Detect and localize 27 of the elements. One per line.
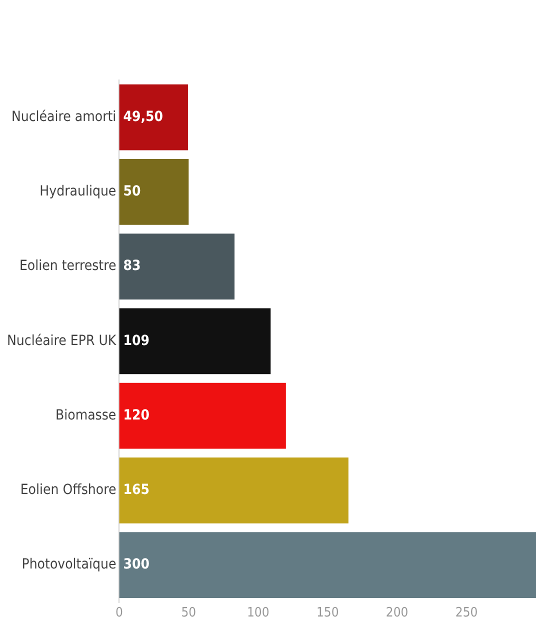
y-tick-label: Nucléaire amorti [11,108,116,125]
x-tick-label: 100 [246,606,270,621]
y-tick-label: Hydraulique [40,184,116,200]
x-tick-label: 50 [181,606,196,621]
data-label: 120 [123,407,150,424]
bar [119,84,188,150]
bar [119,382,286,449]
bar [119,458,348,524]
x-tick-label: 200 [386,606,408,621]
bar [119,234,235,300]
data-label: 109 [123,332,150,349]
y-tick-label: Eolien Offshore [20,482,116,498]
bar [119,308,271,374]
bar [119,159,189,225]
data-label: 49,50 [123,108,164,125]
data-label: 165 [123,482,150,498]
x-tick-label: 250 [455,606,478,621]
x-tick-label: 150 [316,606,339,621]
x-tick-label: 0 [115,606,123,621]
y-tick-label: Eolien terrestre [19,258,116,274]
data-label: 83 [123,258,141,274]
y-tick-label: Nucléaire EPR UK [6,332,117,349]
data-label: 50 [123,184,141,200]
bar [119,532,536,598]
data-label: 300 [123,556,150,573]
y-tick-label: Biomasse [55,407,116,424]
y-tick-label: Photovoltaïque [22,556,116,573]
